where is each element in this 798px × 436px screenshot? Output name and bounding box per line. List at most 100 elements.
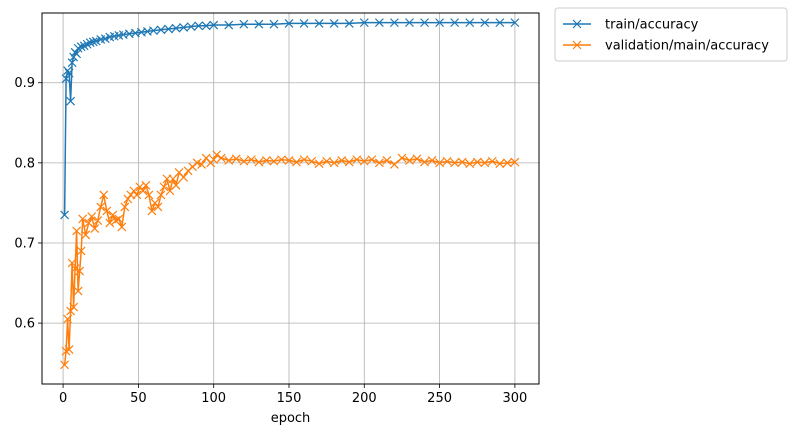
data-point [90,224,100,233]
data-point [117,222,127,232]
data-point [254,157,264,167]
legend-marker [572,40,582,50]
data-point [63,314,73,324]
data-point [284,156,294,165]
data-point [76,246,86,256]
data-point [307,156,317,166]
data-point [129,186,139,196]
data-point [352,155,362,165]
data-point [254,19,264,29]
data-point [179,22,188,32]
series-line [63,154,515,365]
data-point [60,360,70,370]
data-point [164,24,173,34]
data-point [216,153,226,163]
data-point [153,202,163,212]
data-point [487,156,497,166]
data-point [412,154,422,164]
data-point [389,18,399,28]
plot-frame [41,12,540,385]
data-point [105,218,115,228]
series-1 [60,18,520,220]
data-point [442,156,452,166]
data-point [75,266,85,276]
data-point [201,21,211,31]
x-tick-label: 200 [352,391,377,406]
legend-label: validation/main/accuracy [605,39,769,54]
data-point [480,158,490,168]
data-point [60,210,70,220]
data-point [435,18,445,28]
data-point [64,345,74,354]
data-point [70,264,80,274]
data-point [147,206,157,216]
data-point [292,157,301,167]
x-axis-ticks: 0 50 100 150 200 250 300 [59,384,527,406]
x-axis-label: epoch [271,411,311,426]
legend-entry: validation/main/accuracy [563,39,769,54]
data-point [239,156,249,166]
x-tick-label: 0 [59,391,67,406]
data-point [405,18,414,28]
data-point [78,214,88,224]
data-point [209,20,219,30]
data-point [159,182,169,192]
data-point [63,66,73,76]
data-point [72,226,82,236]
data-point [420,157,429,167]
data-point [269,156,279,166]
data-point [67,258,77,268]
data-point [108,210,118,220]
data-point [450,18,460,28]
legend-box [554,7,788,62]
data-point [120,202,130,212]
data-point [99,190,109,200]
data-point [450,158,460,168]
data-point [435,158,445,168]
data-point [138,186,148,196]
data-point [495,159,505,169]
y-tick-label: 0.6 [14,317,35,332]
data-point [337,156,347,165]
grid-lines [42,13,539,384]
data-point [405,156,414,165]
data-point [465,159,475,169]
data-point [209,155,219,165]
y-tick-label: 0.8 [14,156,35,171]
data-point [224,156,234,165]
data-point [88,37,98,47]
data-point [359,18,369,28]
y-tick-label: 0.7 [14,236,35,251]
data-point [472,157,482,167]
legend-label: train/accuracy [605,18,699,33]
data-point [367,155,377,165]
data-point [224,20,234,30]
data-point [76,42,86,52]
legend: train/accuracy validation/main/accuracy [554,7,788,62]
x-tick-label: 100 [201,391,226,406]
data-point [156,190,166,200]
data-point [277,155,286,165]
data-point [66,306,76,316]
data-point [420,18,429,28]
data-point [231,154,241,164]
data-point [144,190,154,200]
data-point [123,194,133,204]
y-axis-ticks: 0.6 0.7 0.8 0.9 [14,76,42,332]
data-point [510,157,520,167]
data-point [314,18,324,28]
data-point [114,214,124,224]
data-point [344,157,354,167]
x-tick-label: 150 [277,391,302,406]
data-point [480,18,490,28]
data-point [502,158,512,168]
data-point [269,19,279,29]
data-point [81,230,91,240]
data-point [212,150,222,160]
data-point [246,155,256,165]
data-point [186,22,196,32]
data-point [135,182,145,192]
data-point [171,23,181,33]
legend-entry: train/accuracy [563,18,699,33]
data-point [85,38,95,48]
